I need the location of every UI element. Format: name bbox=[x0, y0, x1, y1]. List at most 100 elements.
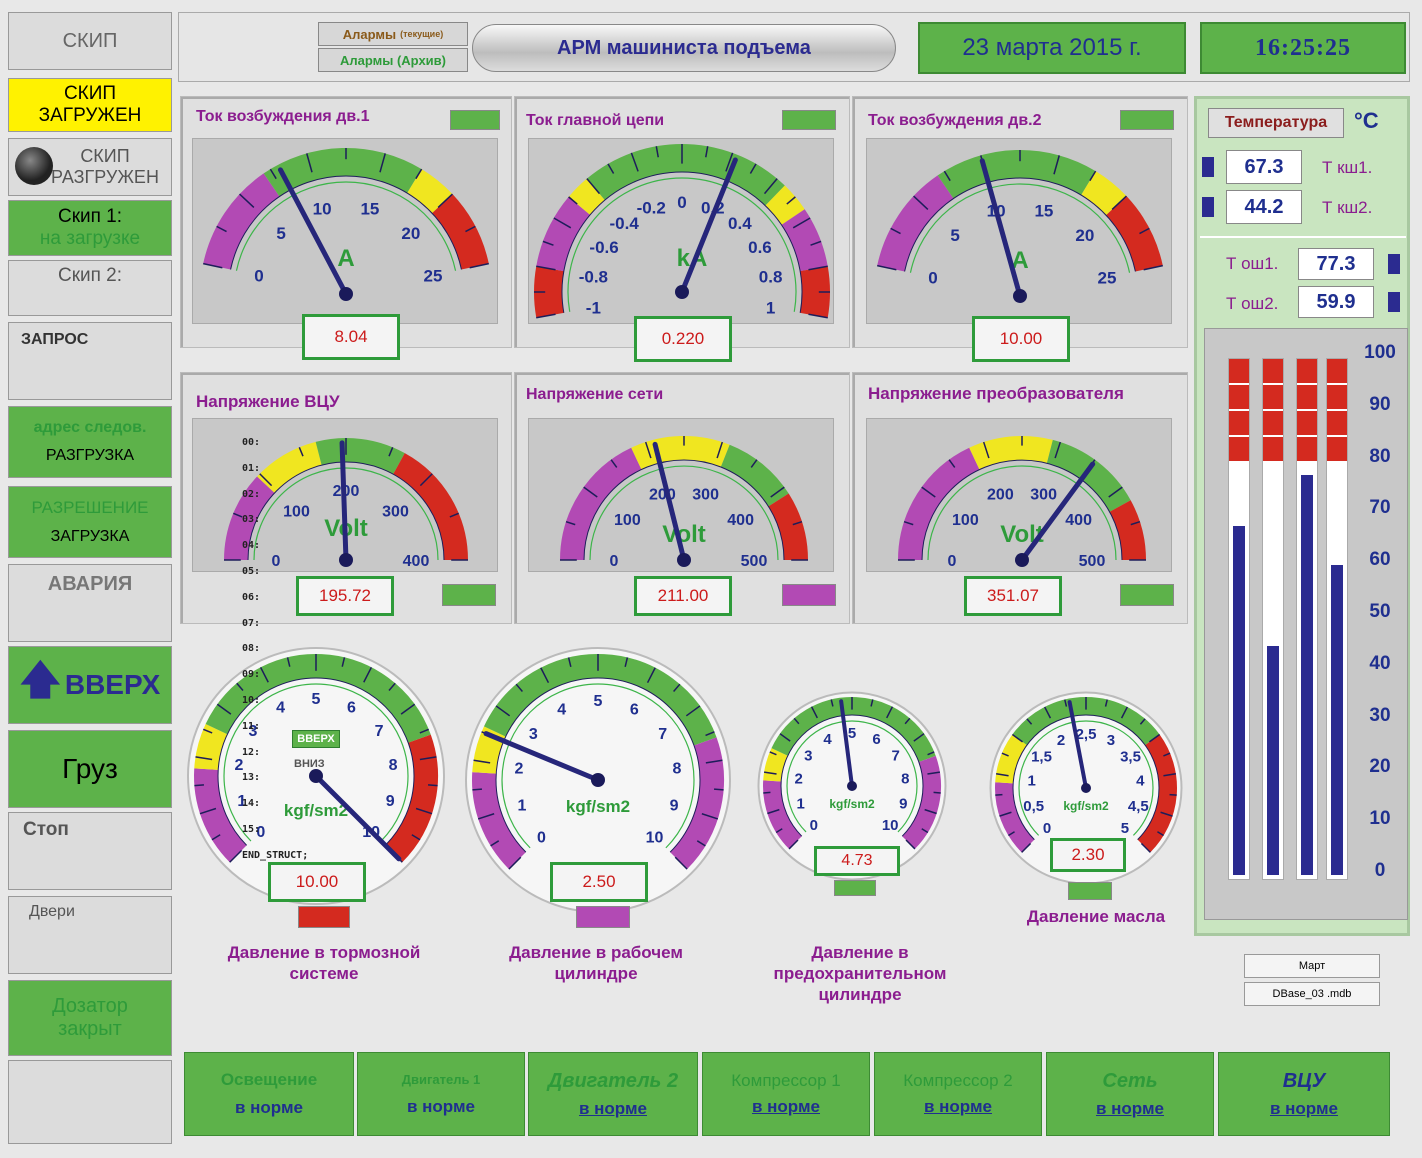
dispenser-line2: закрыт bbox=[58, 1018, 122, 1040]
tksh1-marker bbox=[1202, 157, 1214, 177]
pressure-2-band bbox=[483, 654, 717, 746]
doors-button[interactable]: Двери bbox=[8, 896, 172, 974]
gauge-3-title: Ток возбуждения дв.2 bbox=[868, 112, 1042, 129]
temp-scale-label: 100 bbox=[1364, 342, 1396, 363]
pressure-1-needle-hub bbox=[309, 769, 323, 783]
pressure-3-inner-ring bbox=[786, 720, 918, 833]
pressure-4-tick bbox=[1001, 752, 1009, 757]
skip-unloaded-indicator: СКИП РАЗГРУЖЕН bbox=[8, 138, 172, 196]
skip-header-button[interactable]: СКИП bbox=[8, 12, 172, 70]
pressure-4-tick bbox=[1139, 718, 1146, 725]
permission-label: РАЗРЕШЕНИЕ bbox=[31, 498, 149, 517]
pressure-4-band bbox=[995, 734, 1028, 784]
debug-line: 01: bbox=[242, 462, 261, 474]
pressure-4-tick-label: 4,5 bbox=[1128, 798, 1149, 815]
pressure-2-tick bbox=[472, 788, 483, 791]
status-1-name: Освещение bbox=[220, 1070, 318, 1089]
pressure-2-tick bbox=[540, 667, 550, 684]
up-label: ВВЕРХ bbox=[64, 669, 161, 700]
skip-loaded-line2: ЗАГРУЖЕН bbox=[38, 105, 142, 126]
debug-line: 15: bbox=[242, 823, 261, 835]
status-6-name: Сеть bbox=[1102, 1069, 1158, 1092]
pressure-4-tick bbox=[1160, 811, 1173, 817]
direction-down-label: ВНИЗ bbox=[294, 758, 325, 770]
pressure-2-tick bbox=[515, 683, 523, 692]
pressure-3-tick-label: 8 bbox=[901, 771, 909, 788]
pressure-1-caption-text: Давление в тормозной системе bbox=[227, 943, 421, 983]
status-3-button[interactable]: Двигатель 2 в норме bbox=[528, 1052, 698, 1136]
next-address-value: РАЗГРУЗКА bbox=[45, 447, 135, 464]
status-1-button[interactable]: Освещение в норме bbox=[184, 1052, 354, 1136]
alarms-current-label: Алармы bbox=[342, 26, 397, 42]
status-4-button[interactable]: Компрессор 1 в норме bbox=[702, 1052, 870, 1136]
pressure-2-tick bbox=[481, 731, 491, 737]
temp-bar-alarm-block bbox=[1327, 359, 1347, 383]
status-2-state: в норме bbox=[406, 1096, 476, 1116]
status-7-button[interactable]: ВЦУ в норме bbox=[1218, 1052, 1390, 1136]
pressure-2-tick-label: 4 bbox=[557, 702, 566, 719]
skip-loaded-line1: СКИП bbox=[63, 83, 117, 104]
status-5-button[interactable]: Компрессор 2 в норме bbox=[874, 1052, 1042, 1136]
pressure-3-caption-text: Давление в предохранительном цилиндре bbox=[773, 943, 947, 1004]
pressure-4-tick-label: 2,5 bbox=[1076, 726, 1097, 743]
pressure-4-tick-label: 0 bbox=[1043, 820, 1051, 837]
dispenser-indicator: Дозатор закрыт bbox=[8, 980, 172, 1056]
gauge-3-status-indicator bbox=[1120, 110, 1174, 130]
pressure-1-caption: Давление в тормозной системе bbox=[206, 942, 442, 984]
pressure-2-band bbox=[472, 726, 506, 775]
debug-line: 05: bbox=[242, 565, 261, 577]
permission-indicator: РАЗРЕШЕНИЕ ЗАГРУЗКА bbox=[8, 486, 172, 558]
pressure-1-tick bbox=[194, 784, 205, 787]
pressure-3-tick-label: 7 bbox=[892, 747, 900, 764]
pressure-1-band bbox=[194, 768, 247, 863]
temp-bar-alarm-block bbox=[1263, 411, 1283, 435]
pressure-1-tick bbox=[427, 784, 438, 787]
up-button[interactable]: 🡅 ВВЕРХ bbox=[8, 646, 172, 724]
pressure-1-needle bbox=[313, 773, 402, 862]
cargo-button[interactable]: Груз bbox=[8, 730, 172, 808]
pressure-3-tick bbox=[904, 717, 911, 725]
skip-unloaded-line1: СКИП bbox=[80, 146, 130, 166]
pressure-3-tick-label: 6 bbox=[872, 731, 880, 748]
pressure-4-tick bbox=[1008, 831, 1015, 837]
debug-line: END_STRUCT; bbox=[242, 849, 309, 861]
left-filler bbox=[8, 1060, 172, 1144]
pressure-2-tick bbox=[646, 667, 656, 684]
status-2-button[interactable]: Двигатель 1 в норме bbox=[357, 1052, 525, 1136]
skip-header-label: СКИП bbox=[62, 29, 118, 52]
pressure-1-tick-label: 5 bbox=[312, 691, 321, 708]
pressure-2-tick bbox=[705, 759, 723, 764]
pressure-2-indicator bbox=[576, 906, 630, 928]
request-button[interactable]: ЗАПРОС bbox=[8, 322, 172, 400]
pressure-4-value: 2.30 bbox=[1050, 838, 1126, 872]
tksh1-label: Т кш1. bbox=[1322, 158, 1373, 177]
alarm-button[interactable]: АВАРИЯ bbox=[8, 564, 172, 642]
pressure-4-tick bbox=[1064, 699, 1068, 707]
temp-bar-column bbox=[1296, 358, 1318, 880]
stop-button[interactable]: Стоп bbox=[8, 812, 172, 890]
pressure-4-indicator bbox=[1068, 882, 1112, 900]
status-6-button[interactable]: Сеть в норме bbox=[1046, 1052, 1214, 1136]
pressure-3-tick bbox=[779, 733, 791, 742]
pressure-3-tick bbox=[763, 771, 777, 775]
debug-line: 07: bbox=[242, 617, 261, 629]
pressure-3-tick-label: 0 bbox=[810, 817, 818, 834]
pressure-4-tick bbox=[1011, 733, 1024, 743]
status-6-state: в норме bbox=[1095, 1098, 1165, 1118]
alarms-current-button[interactable]: Алармы (текущие) bbox=[318, 22, 468, 46]
temp-bar-fill bbox=[1233, 526, 1245, 875]
debug-overlay: 00: 01: 02: 03: 04: 05: 06: 07: 08: 09: 10: 11: 12: 1… bbox=[242, 430, 308, 869]
temp-bar-column bbox=[1262, 358, 1284, 880]
temp-bar-column bbox=[1228, 358, 1250, 880]
pressure-2-tick bbox=[674, 856, 688, 870]
pressure-4-caption-text: Давление масла bbox=[1026, 907, 1166, 926]
debug-line: 00: bbox=[242, 437, 261, 448]
pressure-3-tick-label: 9 bbox=[899, 796, 907, 813]
pressure-3-tick bbox=[927, 751, 935, 756]
pressure-3-tick bbox=[793, 717, 800, 725]
pressure-3-tick bbox=[921, 828, 929, 834]
date-display: 23 марта 2015 г. bbox=[918, 22, 1186, 74]
alarms-archive-button[interactable]: Алармы (Архив) bbox=[318, 48, 468, 72]
pressure-4-tick-label: 3,5 bbox=[1120, 749, 1141, 766]
pressure-1-tick bbox=[363, 666, 373, 683]
